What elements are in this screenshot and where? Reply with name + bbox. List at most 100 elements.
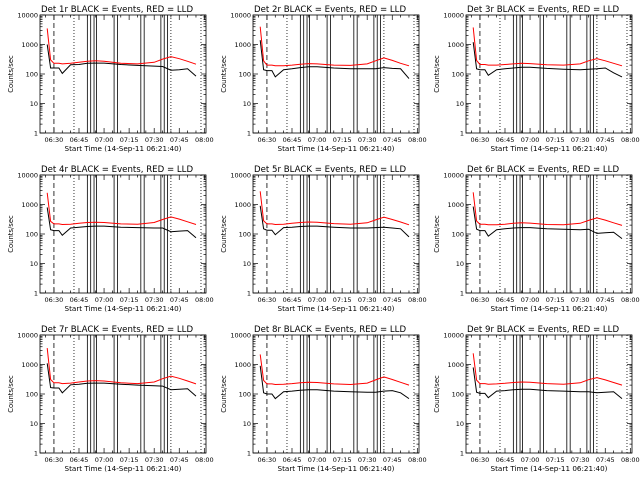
x-tick-label: 06:30: [258, 456, 277, 464]
x-tick-label: 07:30: [358, 136, 377, 144]
y-tick-label: 10: [456, 260, 464, 268]
y-tick-label: 100: [452, 231, 464, 239]
events-series-line: [472, 367, 623, 399]
x-ticks: [45, 335, 205, 453]
y-tick-label: 1000: [21, 201, 38, 209]
x-tick-label: 07:45: [170, 456, 189, 464]
events-series-line: [46, 207, 197, 239]
x-tick-label: 07:15: [546, 296, 565, 304]
x-axis-label: Start Time (14-Sep-11 06:21:40): [65, 304, 182, 313]
y-tick-label: 10: [456, 420, 464, 428]
x-tick-label: 07:00: [308, 296, 327, 304]
vertical-markers: [53, 175, 202, 293]
x-ticks: [471, 175, 631, 293]
x-tick-label: 07:00: [521, 136, 540, 144]
x-tick-label: 07:15: [333, 136, 352, 144]
y-ticks: [40, 334, 206, 454]
plot-frame: [252, 174, 420, 294]
panel-title: Det 8r BLACK = Events, RED = LLD: [254, 325, 406, 335]
detector-panel: Det 9r BLACK = Events, RED = LLD 1 10 100 10…: [433, 325, 640, 473]
x-tick-label: 06:45: [496, 136, 515, 144]
y-tick-label: 10000: [443, 172, 464, 180]
x-tick-label: 08:00: [408, 456, 427, 464]
y-tick-label: 1: [247, 130, 251, 138]
x-ticks: [258, 335, 418, 453]
x-tick-label: 07:45: [170, 296, 189, 304]
events-series-line: [46, 363, 197, 397]
y-ticks: [40, 14, 206, 134]
plot-frame: [39, 334, 207, 454]
y-tick-label: 10000: [230, 332, 251, 340]
x-axis-label: Start Time (14-Sep-11 06:21:40): [491, 304, 608, 313]
events-series-line: [259, 205, 410, 238]
y-tick-label: 10: [456, 100, 464, 108]
y-axis-label: Counts/sec: [7, 215, 15, 253]
x-tick-label: 06:30: [258, 296, 277, 304]
x-tick-label: 06:45: [283, 456, 302, 464]
plot-frame: [465, 334, 633, 454]
x-tick-label: 07:30: [571, 136, 590, 144]
x-tick-label: 06:30: [471, 296, 490, 304]
panel-title: Det 6r BLACK = Events, RED = LLD: [467, 165, 619, 175]
y-tick-label: 10: [30, 420, 38, 428]
x-tick-label: 06:45: [283, 136, 302, 144]
x-tick-label: 08:00: [195, 136, 214, 144]
plot-frame: [39, 174, 207, 294]
y-ticks: [40, 174, 206, 294]
x-tick-label: 07:45: [596, 296, 615, 304]
x-tick-label: 06:45: [70, 456, 89, 464]
x-tick-label: 07:30: [145, 136, 164, 144]
y-tick-label: 100: [26, 231, 38, 239]
y-axis-label: Counts/sec: [7, 375, 15, 413]
y-axis-label: Counts/sec: [220, 215, 228, 253]
y-tick-label: 10000: [230, 12, 251, 20]
x-ticks: [45, 15, 205, 133]
x-tick-label: 07:00: [95, 456, 114, 464]
x-tick-label: 07:00: [95, 136, 114, 144]
x-tick-label: 07:15: [120, 296, 139, 304]
y-ticks: [253, 14, 419, 134]
x-tick-label: 08:00: [621, 456, 640, 464]
y-tick-label: 1000: [21, 361, 38, 369]
events-series-line: [259, 365, 410, 400]
x-tick-label: 07:45: [383, 136, 402, 144]
y-tick-label: 1: [460, 290, 464, 298]
events-series-line: [259, 40, 410, 79]
vertical-markers: [479, 335, 628, 453]
x-tick-label: 07:15: [333, 456, 352, 464]
x-tick-label: 08:00: [195, 456, 214, 464]
x-tick-label: 07:00: [521, 296, 540, 304]
y-axis-label: Counts/sec: [433, 55, 441, 93]
x-tick-label: 08:00: [408, 136, 427, 144]
x-tick-label: 07:15: [546, 456, 565, 464]
x-tick-label: 06:30: [471, 136, 490, 144]
y-tick-label: 100: [26, 71, 38, 79]
lld-series-line: [259, 26, 410, 67]
plot-frame: [39, 14, 207, 134]
vertical-markers: [266, 175, 415, 293]
x-tick-label: 07:45: [596, 456, 615, 464]
x-tick-label: 07:30: [571, 456, 590, 464]
x-tick-label: 07:15: [546, 136, 565, 144]
y-tick-label: 1: [247, 450, 251, 458]
y-tick-label: 100: [452, 391, 464, 399]
y-tick-label: 1000: [21, 41, 38, 49]
x-tick-label: 08:00: [621, 136, 640, 144]
x-axis-label: Start Time (14-Sep-11 06:21:40): [491, 464, 608, 473]
detector-panel: Det 1r BLACK = Events, RED = LLD 1 10 100 10…: [7, 5, 214, 153]
y-tick-label: 1: [34, 130, 38, 138]
x-tick-label: 06:45: [70, 296, 89, 304]
x-tick-label: 08:00: [195, 296, 214, 304]
y-tick-label: 1: [34, 290, 38, 298]
detector-panel: Det 5r BLACK = Events, RED = LLD 1 10 100 10…: [220, 165, 427, 313]
x-axis-label: Start Time (14-Sep-11 06:21:40): [65, 144, 182, 153]
events-series-line: [472, 206, 623, 239]
x-axis-label: Start Time (14-Sep-11 06:21:40): [491, 144, 608, 153]
detector-panel: Det 3r BLACK = Events, RED = LLD 1 10 100 10…: [433, 5, 640, 153]
x-tick-label: 06:30: [471, 456, 490, 464]
x-axis-label: Start Time (14-Sep-11 06:21:40): [278, 464, 395, 473]
x-tick-label: 06:45: [70, 136, 89, 144]
panel-title: Det 7r BLACK = Events, RED = LLD: [41, 325, 193, 335]
vertical-markers: [53, 15, 202, 133]
vertical-markers: [266, 335, 415, 453]
